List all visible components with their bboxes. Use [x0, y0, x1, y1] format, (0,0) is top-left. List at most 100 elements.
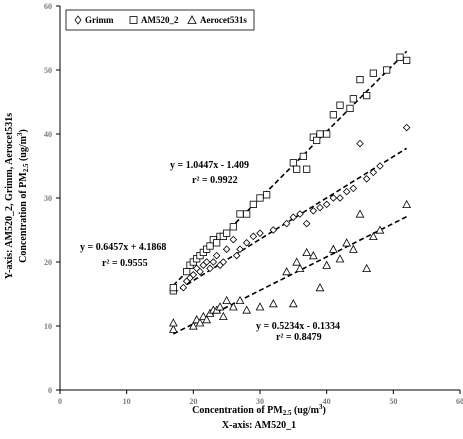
equation-label: y = 0.5234x - 0.1334: [256, 321, 340, 332]
legend-item-aerocet531s: Aerocet531s: [187, 15, 247, 25]
data-point-am520-2: [243, 210, 251, 218]
legend-square-icon: [129, 16, 138, 24]
data-point-am520-2: [293, 165, 301, 173]
legend-item-grimm: Grimm: [74, 15, 114, 25]
legend: Grimm AM520_2 Aerocet531s: [65, 9, 255, 31]
y-tick-label: 50: [44, 66, 52, 75]
y-ticks: 0 10 20 30 40 50 60: [44, 2, 60, 395]
data-point-am520-2: [313, 136, 321, 144]
data-point-am520-2: [316, 130, 324, 138]
legend-label: Aerocet531s: [200, 15, 247, 25]
data-point-grimm: [402, 123, 411, 132]
data-point-grimm: [322, 200, 331, 209]
data-point-am520-2: [223, 229, 231, 237]
r-squared-label: r² = 0.8479: [276, 332, 322, 343]
data-point-am520-2: [256, 194, 264, 202]
x-ticks: 0 10 20 30 40 50 60: [58, 390, 463, 406]
data-point-grimm: [242, 239, 251, 247]
data-point-grimm: [219, 258, 228, 266]
data-point-aerocet531s: [228, 302, 238, 311]
data-point-grimm: [342, 187, 351, 196]
data-point-grimm: [369, 168, 378, 177]
data-point-grimm: [256, 229, 264, 237]
data-point-aerocet531s: [402, 199, 412, 209]
r-squared-label: r² = 0.9922: [192, 175, 238, 186]
data-point-am520-2: [169, 283, 177, 292]
data-point-grimm: [206, 264, 214, 273]
x-tick-label: 30: [256, 397, 264, 406]
data-point-aerocet531s: [308, 251, 318, 260]
x-axis-title: Concentration of PM2.5 (ug/m3) X-axis: A…: [192, 403, 326, 431]
data-point-aerocet531s: [322, 260, 332, 269]
equation-label: y = 0.6457x + 4.1868: [80, 242, 166, 253]
data-point-aerocet531s: [288, 299, 298, 308]
y-tick-label: 60: [44, 2, 52, 11]
data-points: [168, 53, 412, 333]
data-point-aerocet531s: [168, 324, 178, 333]
data-point-grimm: [289, 213, 298, 221]
data-point-grimm: [349, 184, 358, 193]
data-point-am520-2: [183, 267, 191, 276]
data-point-aerocet531s: [348, 244, 358, 253]
data-point-aerocet531s: [235, 295, 245, 305]
data-point-aerocet531s: [368, 231, 378, 241]
data-point-am520-2: [329, 111, 337, 119]
y-axis-title-line2: Concentration of PM2.5 (ug/m3): [16, 129, 30, 263]
data-point-grimm: [302, 219, 311, 228]
y-axis-title-line1: Y-axis: AM520_2, Grimm, Aerocet531s: [4, 113, 15, 279]
x-tick-label: 40: [323, 397, 331, 406]
data-point-grimm: [282, 219, 291, 228]
trendline-grimm: [172, 147, 408, 294]
annotation-grimm: y = 0.6457x + 4.1868 r² = 0.9555: [80, 242, 166, 269]
data-point-grimm: [212, 251, 221, 260]
data-point-am520-2: [323, 130, 331, 138]
data-point-aerocet531s: [375, 225, 385, 234]
data-point-grimm: [179, 283, 188, 292]
legend-box: [65, 9, 255, 31]
data-point-grimm: [362, 175, 371, 183]
equation-label: y = 1.0447x - 1.409: [170, 160, 249, 171]
data-point-am520-2: [356, 76, 364, 84]
data-point-am520-2: [229, 223, 237, 231]
x-axis-title-line2: X-axis: AM520_1: [222, 420, 296, 431]
data-point-aerocet531s: [168, 318, 178, 327]
x-tick-label: 60: [456, 397, 463, 406]
data-point-aerocet531s: [355, 209, 365, 218]
data-point-am520-2: [336, 101, 344, 109]
data-point-aerocet531s: [195, 318, 205, 327]
data-point-grimm: [236, 245, 244, 253]
data-point-am520-2: [383, 66, 391, 74]
data-point-grimm: [222, 245, 231, 253]
data-point-grimm: [336, 194, 344, 202]
data-point-am520-2: [303, 165, 311, 173]
data-point-aerocet531s: [222, 295, 232, 305]
data-point-grimm: [356, 139, 364, 148]
data-point-aerocet531s: [342, 238, 352, 247]
annotation-aerocet531s: y = 0.5234x - 0.1334 r² = 0.8479: [256, 321, 340, 343]
data-point-am520-2: [346, 104, 354, 112]
data-point-aerocet531s: [242, 305, 252, 314]
data-point-aerocet531s: [218, 311, 228, 321]
data-point-grimm: [316, 203, 324, 212]
data-point-am520-2: [299, 152, 307, 160]
data-point-aerocet531s: [362, 263, 372, 273]
data-point-am520-2: [206, 242, 214, 250]
data-point-am520-2: [236, 210, 244, 218]
x-tick-label: 10: [123, 397, 131, 406]
data-point-aerocet531s: [282, 267, 292, 276]
data-point-grimm: [209, 258, 218, 266]
annotation-am520-2: y = 1.0447x - 1.409 r² = 0.9922: [170, 160, 249, 186]
data-point-aerocet531s: [315, 283, 325, 292]
x-tick-label: 50: [389, 397, 397, 406]
data-point-aerocet531s: [215, 302, 225, 311]
data-point-grimm: [269, 226, 278, 234]
data-point-aerocet531s: [295, 263, 305, 273]
data-point-grimm: [296, 210, 304, 218]
x-axis-title-line1: Concentration of PM2.5 (ug/m3): [192, 403, 326, 417]
y-tick-label: 30: [44, 194, 52, 203]
x-tick-label: 0: [58, 397, 62, 406]
data-point-aerocet531s: [255, 302, 265, 311]
data-point-am520-2: [349, 95, 357, 103]
data-point-grimm: [249, 232, 258, 241]
